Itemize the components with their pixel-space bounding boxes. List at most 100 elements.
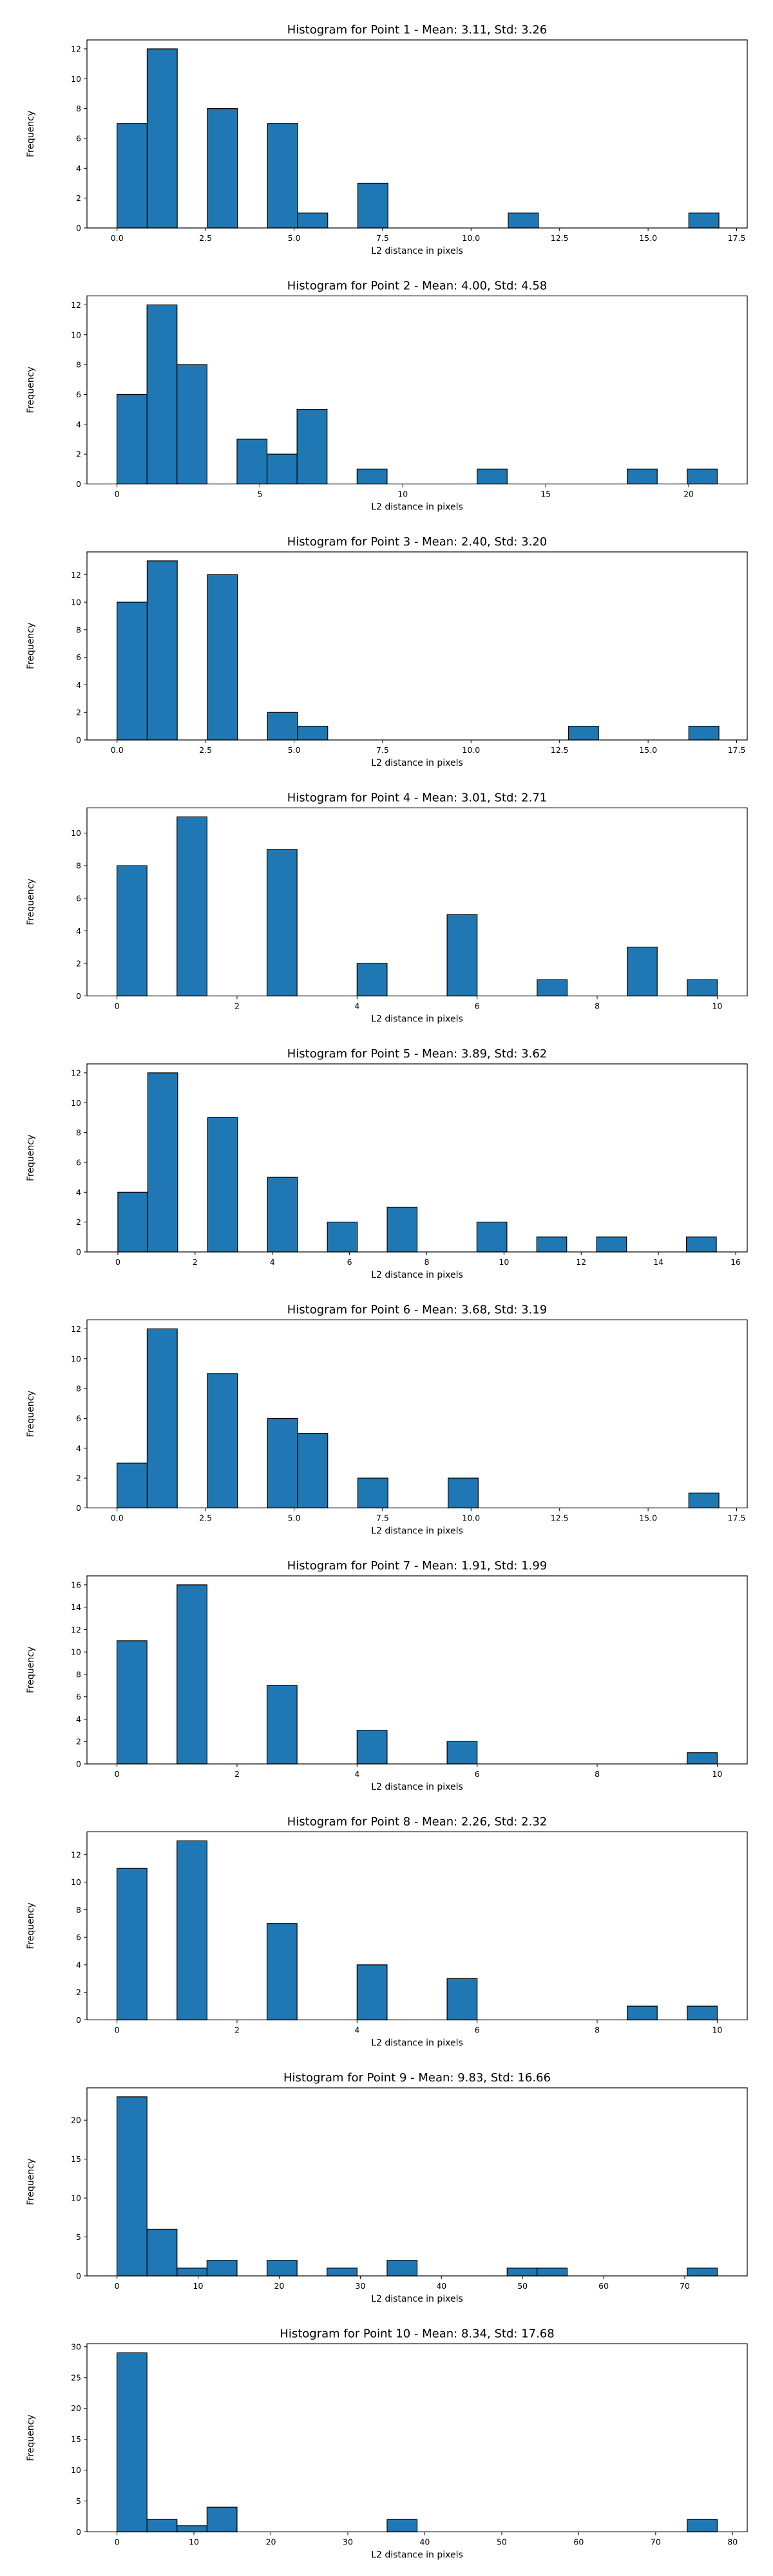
x-tick-label: 6 [475,2025,480,2035]
x-axis-label: L2 distance in pixels [371,1526,463,1537]
y-tick-label: 4 [76,1714,81,1724]
y-tick-label: 0 [76,991,81,1001]
y-tick-label: 10 [71,74,81,84]
histogram-bar [688,1492,720,1509]
y-tick-label: 0 [76,479,81,489]
x-tick-label: 10.0 [462,745,480,755]
chart-title: Histogram for Point 10 - Mean: 8.34, Std… [280,2327,554,2341]
x-tick-label: 0 [115,2281,120,2291]
y-tick-label: 12 [71,1850,81,1859]
x-tick-label: 60 [598,2281,609,2291]
histogram-bar [177,1584,207,1765]
y-tick-label: 10 [71,1098,81,1108]
x-tick-label: 0 [115,2537,120,2547]
x-tick-label: 4 [354,1001,359,1011]
plot-frame [86,1831,748,2021]
x-tick-label: 70 [680,2281,690,2291]
y-tick-label: 10 [71,1354,81,1363]
x-tick-label: 0.0 [111,745,124,755]
histogram-bar [446,914,478,997]
histogram-bar [447,1477,479,1509]
y-tick-label: 4 [76,164,81,173]
x-tick-label: 30 [343,2537,353,2547]
x-tick-label: 8 [595,2025,600,2035]
y-tick-label: 4 [76,419,81,429]
x-tick-label: 2.5 [199,233,212,243]
histogram-bar [627,468,658,485]
x-tick-label: 7.5 [376,233,389,243]
histogram-bar [267,712,298,741]
x-tick-label: 2.5 [199,745,212,755]
histogram-panel-10: Histogram for Point 10 - Mean: 8.34, Std… [26,2327,748,2561]
x-tick-label: 0 [115,1769,120,1779]
plot-frame [86,1575,748,1765]
histogram-bar [687,2268,718,2277]
y-axis-label: Frequency [26,623,36,669]
histogram-bar [687,2519,718,2533]
x-tick-label: 17.5 [728,745,746,755]
x-tick-label: 12.5 [551,745,569,755]
histogram-bar [177,2525,207,2533]
y-tick-label: 5 [76,2232,81,2242]
x-tick-label: 10 [193,2281,204,2291]
x-tick-label: 30 [355,2281,365,2291]
histogram-bar [266,1685,298,1765]
x-tick-label: 6 [475,1001,480,1011]
y-tick-label: 6 [76,1414,81,1423]
x-tick-label: 8 [595,1001,600,1011]
chart-title: Histogram for Point 9 - Mean: 9.83, Std:… [283,2071,551,2085]
histogram-bar [206,2506,238,2533]
histogram-bar [207,574,238,741]
histogram-bar [146,2519,178,2533]
y-tick-label: 15 [71,2434,81,2444]
histogram-bar [177,1840,207,2021]
histogram-bar [688,726,720,741]
y-tick-label: 0 [76,735,81,745]
histogram-bar [207,108,238,229]
y-tick-label: 5 [76,2496,81,2506]
x-tick-label: 10 [712,2025,722,2035]
histogram-bar [267,1177,298,1253]
y-tick-label: 2 [76,1473,81,1483]
histogram-bar [446,1741,478,1765]
x-axis-label: L2 distance in pixels [371,246,463,256]
x-tick-label: 0 [115,2025,120,2035]
x-tick-label: 15 [540,489,551,499]
x-tick-label: 12 [576,1257,586,1267]
y-tick-label: 0 [76,1759,81,1769]
histogram-bar [177,364,207,485]
x-tick-label: 60 [573,2537,584,2547]
x-tick-label: 40 [419,2537,430,2547]
histogram-bar [296,409,328,485]
histogram-bar [357,1477,388,1509]
x-tick-label: 16 [730,1257,741,1267]
y-tick-label: 10 [71,598,81,607]
y-tick-label: 0 [76,2271,81,2281]
histogram-bar [568,726,599,741]
histogram-panel-1: Histogram for Point 1 - Mean: 3.11, Std:… [26,23,748,256]
x-axis-label: L2 distance in pixels [371,2038,463,2049]
x-tick-label: 14 [653,1257,663,1267]
x-tick-label: 5.0 [288,233,301,243]
y-tick-label: 4 [76,1960,81,1969]
y-tick-label: 25 [71,2372,81,2382]
histogram-bar [327,2268,358,2277]
x-tick-label: 4 [354,1769,359,1779]
x-tick-label: 15.0 [639,745,657,755]
x-tick-label: 5.0 [288,1513,301,1523]
y-tick-label: 16 [71,1580,81,1589]
histogram-bar [207,1117,238,1253]
plot-frame [86,1319,748,1509]
histogram-bar [386,1206,418,1253]
y-axis-label: Frequency [26,1390,36,1437]
x-axis-label: L2 distance in pixels [371,1014,463,1025]
histogram-bar [386,2519,418,2533]
y-axis-label: Frequency [26,2159,36,2205]
y-tick-label: 12 [71,570,81,580]
histogram-bar [476,1222,508,1253]
y-tick-label: 30 [71,2342,81,2351]
histogram-bar [146,1328,178,1509]
histogram-bar [297,213,329,229]
x-tick-label: 12.5 [551,1513,569,1523]
y-tick-label: 12 [71,1324,81,1334]
